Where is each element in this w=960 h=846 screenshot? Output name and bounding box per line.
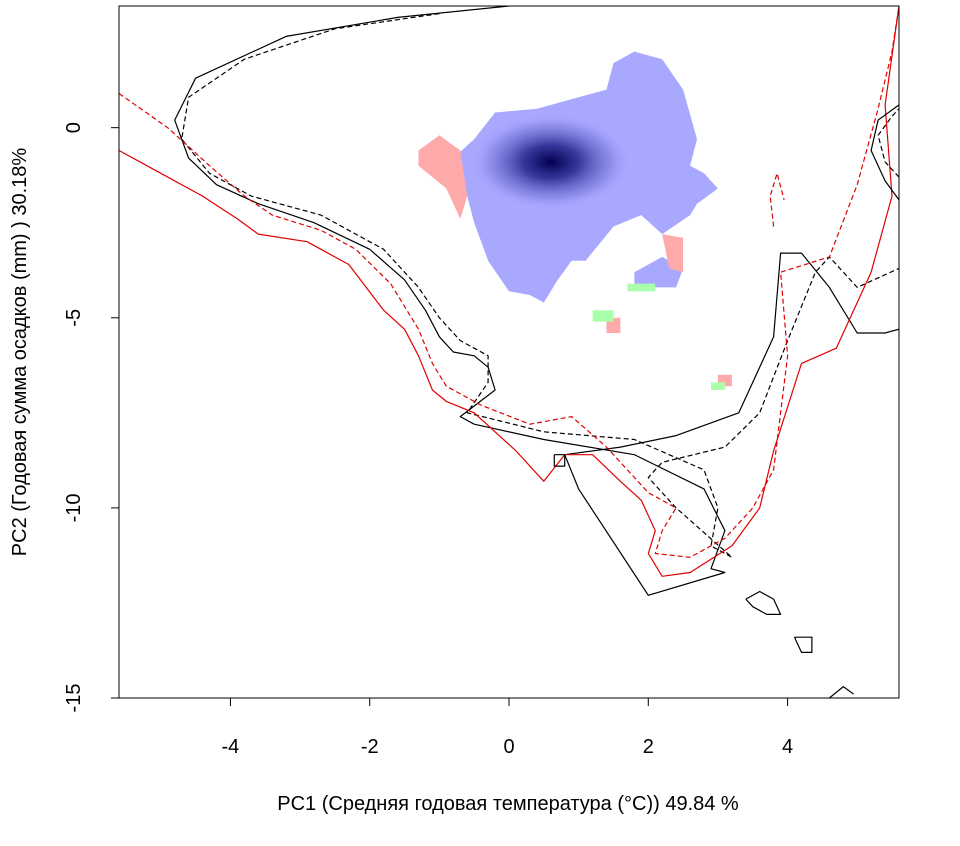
- plot-frame: [118, 5, 900, 699]
- y-axis: 0 -5 -10 -15: [63, 122, 120, 713]
- contour-line-10: [553, 454, 566, 467]
- contour-line-8: [793, 636, 813, 654]
- x-axis: -4 -2 0 2 4: [222, 697, 793, 758]
- density-region-only-second-7: [711, 382, 725, 390]
- y-tick-label: -15: [63, 684, 85, 713]
- contour-line-2: [119, 6, 899, 577]
- contour-line-0: [174, 6, 899, 596]
- x-tick-label: 0: [503, 736, 514, 758]
- x-tick-label: 2: [643, 736, 654, 758]
- density-region-only-second-8: [627, 283, 656, 292]
- contour-lines: [119, 6, 899, 698]
- contour-line-6: [769, 172, 785, 227]
- contour-line-1: [181, 13, 899, 558]
- x-tick-label: -2: [361, 736, 379, 758]
- density-regions: [418, 51, 732, 390]
- density-peak: [470, 113, 631, 210]
- density-region-only-first-2: [418, 135, 468, 219]
- y-axis-title: PC2 (Годовая сумма осадков (mm) ) 30.18%: [9, 148, 31, 557]
- density-region-only-second-6: [592, 310, 614, 322]
- y-tick-label: 0: [63, 122, 85, 133]
- density-region-only-first-3: [662, 234, 684, 273]
- x-tick-label: 4: [782, 736, 793, 758]
- y-tick-label: -5: [63, 309, 85, 327]
- contour-line-4: [870, 104, 899, 201]
- contour-line-5: [877, 108, 899, 178]
- y-tick-label: -10: [63, 493, 85, 522]
- contour-line-9: [829, 685, 855, 698]
- contour-line-3: [119, 6, 899, 558]
- x-axis-title: PC1 (Средняя годовая температура (°C)) 4…: [277, 793, 739, 815]
- x-tick-label: -4: [222, 736, 240, 758]
- contour-line-7: [745, 590, 782, 616]
